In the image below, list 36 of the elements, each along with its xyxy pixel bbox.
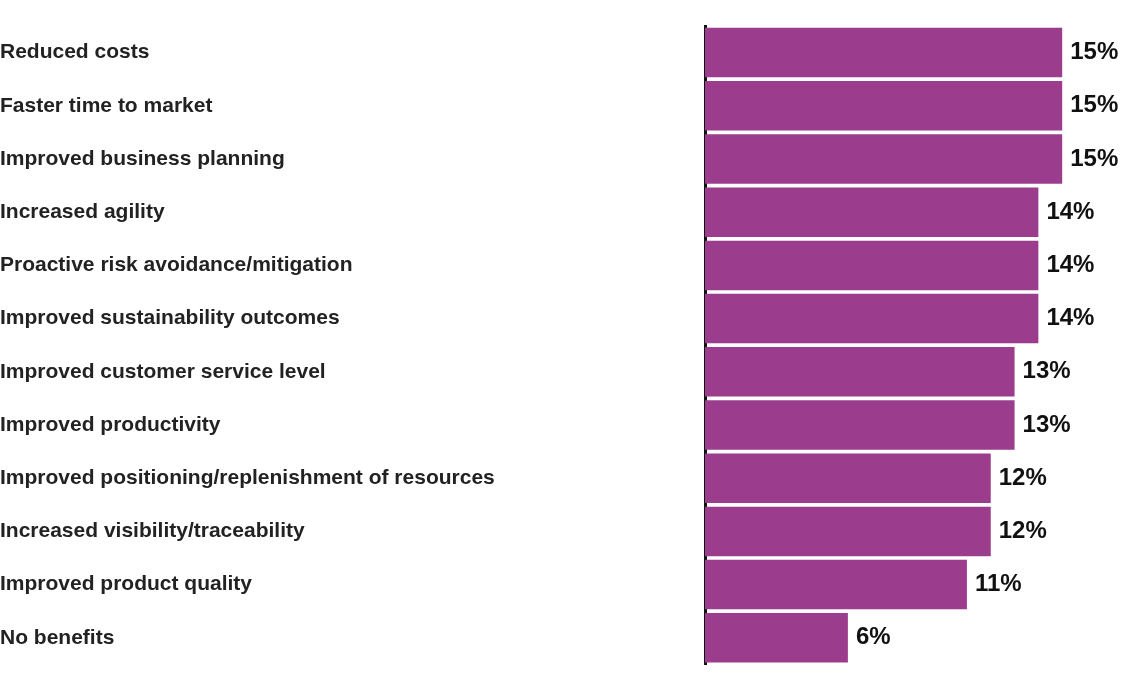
y-tick-label: Improved customer service level (0, 358, 326, 382)
bar (705, 453, 991, 503)
bar (705, 187, 1039, 237)
y-tick-label: Increased agility (0, 199, 165, 222)
y-tick-label: Improved product quality (0, 571, 253, 595)
data-label: 14% (1046, 196, 1095, 224)
data-label: 15% (1070, 143, 1119, 171)
y-tick-label: Improved business planning (0, 145, 285, 169)
y-tick-label: Proactive risk avoidance/mitigation (0, 252, 353, 276)
bar (705, 293, 1039, 344)
bar (705, 81, 1063, 131)
y-tick-label: Improved productivity (0, 411, 221, 435)
data-label: 15% (1070, 37, 1119, 65)
bar (705, 240, 1039, 291)
data-label: 13% (1022, 356, 1071, 384)
y-tick-label: Improved sustainability outcomes (0, 305, 340, 329)
data-label: 11% (974, 569, 1022, 597)
bar (705, 400, 1015, 450)
data-label: 6% (855, 622, 891, 650)
bar (705, 134, 1063, 184)
y-tick-label: Faster time to market (0, 92, 213, 116)
bar (705, 347, 1015, 397)
data-label: 12% (998, 516, 1047, 544)
bar (705, 559, 967, 610)
bar (705, 27, 1063, 78)
y-tick-label: No benefits (0, 624, 115, 648)
bar (705, 506, 991, 557)
data-label: 12% (998, 462, 1047, 490)
data-label: 15% (1070, 90, 1119, 118)
y-tick-label: Improved positioning/replenishment of resources (0, 465, 495, 488)
data-label: 14% (1046, 303, 1095, 331)
y-tick-label: Increased visibility/traceability (0, 518, 305, 542)
bar (705, 613, 848, 663)
data-label: 14% (1046, 250, 1095, 278)
y-tick-label: Reduced costs (0, 39, 150, 63)
data-label: 13% (1022, 409, 1071, 437)
